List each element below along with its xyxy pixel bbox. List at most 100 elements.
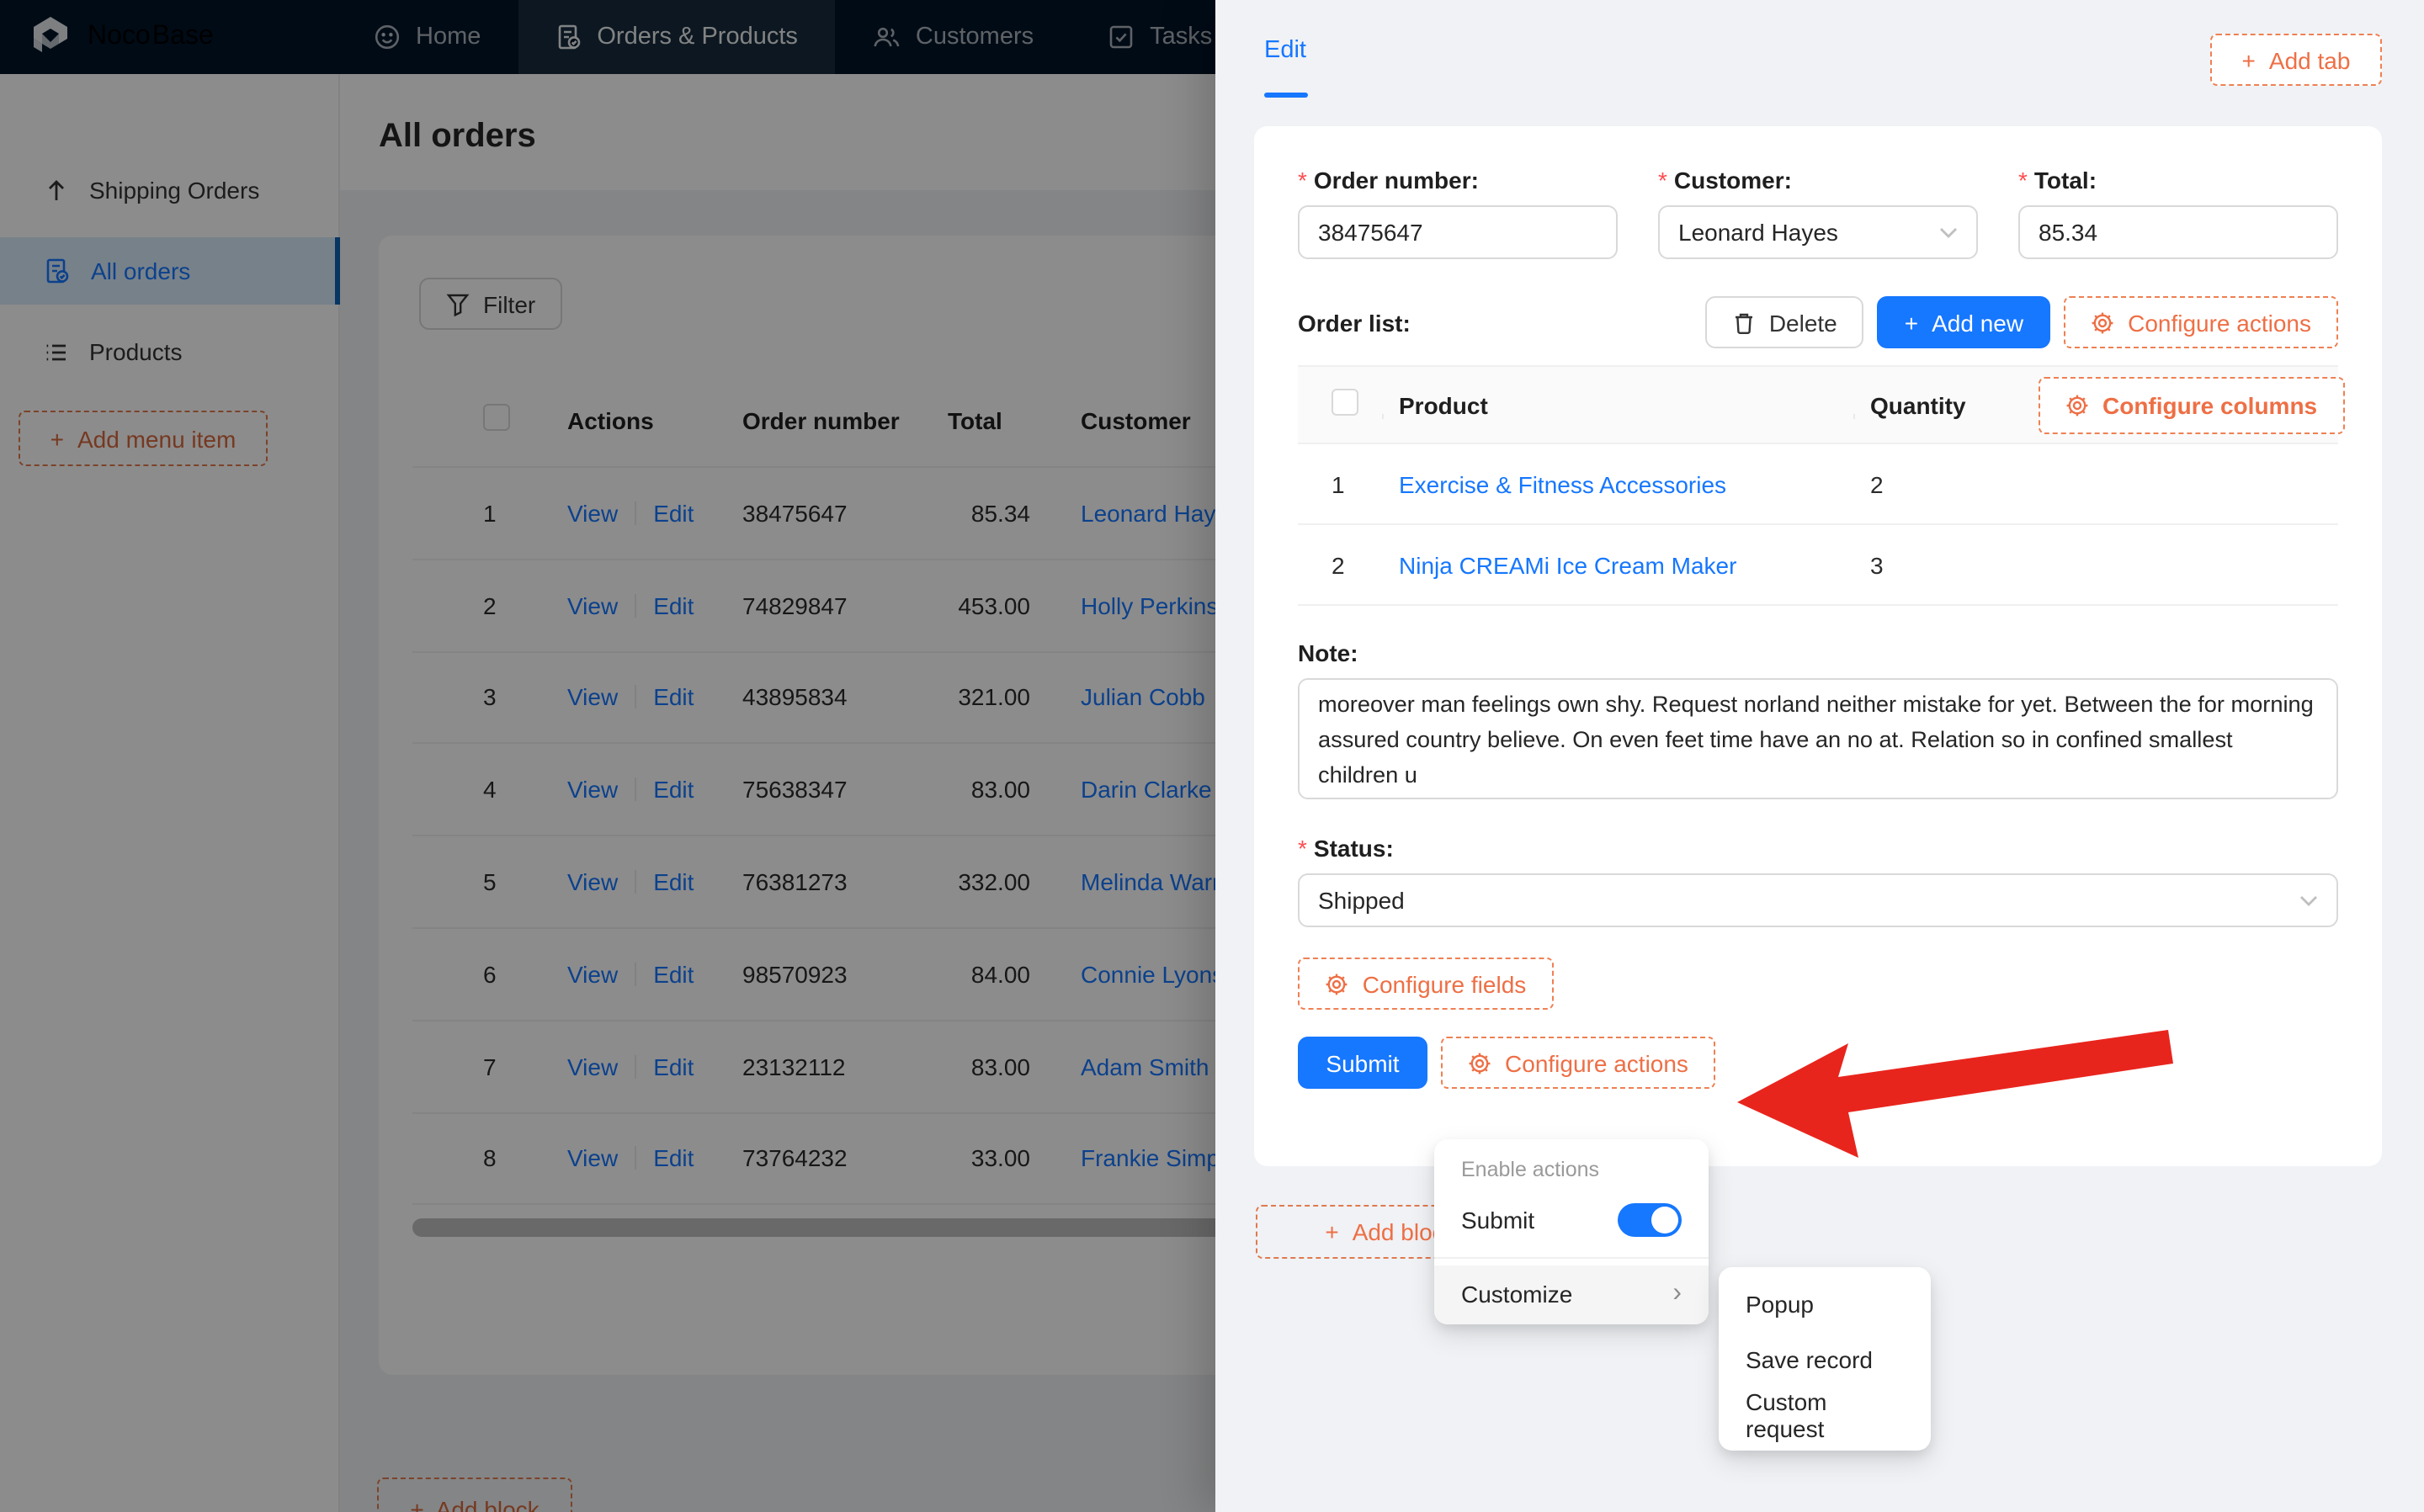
required-mark: * <box>1658 167 1667 194</box>
submenu-item-save-record[interactable]: Save record <box>1746 1345 1873 1372</box>
subtable-col-product: Product <box>1382 391 1853 418</box>
add-tab-label: Add tab <box>2268 46 2351 73</box>
sidebar-item-products[interactable]: Products <box>0 318 340 385</box>
customer-link[interactable]: Holly Perkins <box>1081 592 1219 619</box>
view-link[interactable]: View <box>567 776 619 804</box>
nav-item-orders-products[interactable]: Orders & Products <box>518 0 835 74</box>
sidebar-item-shipping-orders[interactable]: Shipping Orders <box>0 157 340 224</box>
add-new-button[interactable]: + Add new <box>1877 296 2051 348</box>
row-index: 2 <box>1332 551 1345 578</box>
edit-link[interactable]: Edit <box>653 499 694 527</box>
gear-icon <box>2091 310 2114 334</box>
view-link[interactable]: View <box>567 868 619 896</box>
divider <box>635 1054 637 1079</box>
view-link[interactable]: View <box>567 1144 619 1172</box>
col-header-customer: Customer <box>1060 406 2365 433</box>
plus-icon: + <box>410 1496 424 1512</box>
cell-total: 453.00 <box>958 592 1030 619</box>
gear-icon <box>1326 972 1349 995</box>
filter-button[interactable]: Filter <box>419 278 563 330</box>
add-block-button-main[interactable]: + Add block <box>377 1478 572 1512</box>
required-mark: * <box>1298 835 1307 862</box>
edit-link[interactable]: Edit <box>653 1144 694 1172</box>
order-number-input[interactable]: 38475647 <box>1298 205 1618 259</box>
cell-order-number: 73764232 <box>742 1144 848 1172</box>
edit-drawer: Edit + Add tab * Order number: 38475647 *… <box>1215 0 2424 1512</box>
view-link[interactable]: View <box>567 499 619 527</box>
required-mark: * <box>2018 167 2028 194</box>
field-customer: * Customer: Leonard Hayes <box>1658 167 1978 259</box>
submenu-item-custom-request[interactable]: Custom request <box>1746 1387 1827 1441</box>
add-tab-button[interactable]: + Add tab <box>2210 34 2382 86</box>
team-icon <box>872 24 901 50</box>
sidebar-item-label: Shipping Orders <box>89 177 260 204</box>
plus-icon: + <box>1325 1218 1339 1245</box>
submenu-item-popup[interactable]: Popup <box>1746 1290 1814 1317</box>
check-square-icon <box>1108 24 1135 50</box>
customer-link[interactable]: Leonard Hayes <box>1081 499 1241 527</box>
configure-actions-button[interactable]: Configure actions <box>1441 1037 1715 1089</box>
logo-text-primary: Noco <box>88 22 151 50</box>
delete-button[interactable]: Delete <box>1704 296 1864 348</box>
sidebar-item-label: Products <box>89 338 183 365</box>
customer-link[interactable]: Julian Cobb <box>1081 683 1205 711</box>
table-row: 5 View Edit 76381273 332.00 Melinda Warre… <box>412 836 2365 929</box>
nav-item-home[interactable]: Home <box>337 0 518 74</box>
file-done-icon <box>555 24 582 50</box>
customer-link[interactable]: Darin Clarke <box>1081 776 1212 804</box>
configure-actions-button-subtable[interactable]: Configure actions <box>2064 296 2338 348</box>
order-list-subtable: Product Quantity Configure columns 1 Exe… <box>1298 365 2345 606</box>
product-link[interactable]: Exercise & Fitness Accessories <box>1399 470 1727 497</box>
add-menu-item-button[interactable]: + Add menu item <box>19 411 268 466</box>
edit-link[interactable]: Edit <box>653 1053 694 1080</box>
nav-item-customers[interactable]: Customers <box>835 0 1071 74</box>
submit-button[interactable]: Submit <box>1298 1037 1427 1089</box>
submit-toggle[interactable] <box>1618 1203 1682 1237</box>
delete-label: Delete <box>1768 309 1837 336</box>
divider <box>635 1146 637 1170</box>
cell-total: 85.34 <box>970 499 1030 527</box>
view-link[interactable]: View <box>567 1053 619 1080</box>
subtable-select-all-checkbox[interactable] <box>1332 389 1358 416</box>
edit-link[interactable]: Edit <box>653 683 694 711</box>
cell-total: 33.00 <box>970 1144 1030 1172</box>
edit-link[interactable]: Edit <box>653 960 694 988</box>
dropdown-item-customize[interactable]: Customize › <box>1434 1265 1709 1324</box>
trash-icon <box>1732 310 1756 334</box>
cell-order-number: 76381273 <box>742 868 848 896</box>
view-link[interactable]: View <box>567 592 619 619</box>
customer-link[interactable]: Adam Smith <box>1081 1053 1209 1080</box>
field-label: Total: <box>2033 167 2097 194</box>
dropdown-item-submit[interactable]: Submit <box>1434 1190 1709 1250</box>
note-textarea[interactable]: moreover man feelings own shy. Request n… <box>1298 678 2338 799</box>
sidebar-item-all-orders[interactable]: All orders <box>0 237 340 305</box>
select-all-checkbox[interactable] <box>483 404 510 431</box>
chevron-right-icon: › <box>1672 1279 1682 1308</box>
customer-link[interactable]: Connie Lyons <box>1081 960 1225 988</box>
nocobase-logo[interactable]: Noco Base <box>0 0 337 74</box>
nav-item-tasks[interactable]: Tasks <box>1071 0 1249 74</box>
edit-link[interactable]: Edit <box>653 592 694 619</box>
row-index: 5 <box>483 868 497 896</box>
divider <box>635 777 637 802</box>
row-index: 7 <box>483 1053 497 1080</box>
view-link[interactable]: View <box>567 683 619 711</box>
total-input[interactable]: 85.34 <box>2018 205 2338 259</box>
row-index: 3 <box>483 683 497 711</box>
divider <box>635 501 637 525</box>
cell-quantity: 3 <box>1870 551 1884 578</box>
cell-order-number: 74829847 <box>742 592 848 619</box>
configure-fields-button[interactable]: Configure fields <box>1298 958 1554 1010</box>
tab-edit[interactable]: Edit <box>1264 37 1306 64</box>
product-link[interactable]: Ninja CREAMi Ice Cream Maker <box>1399 551 1737 578</box>
configure-columns-button[interactable]: Configure columns <box>2039 376 2345 433</box>
edit-link[interactable]: Edit <box>653 776 694 804</box>
status-select[interactable]: Shipped <box>1298 873 2338 927</box>
gear-icon <box>1468 1051 1491 1074</box>
required-mark: * <box>1298 167 1307 194</box>
edit-link[interactable]: Edit <box>653 868 694 896</box>
cell-order-number: 75638347 <box>742 776 848 804</box>
field-label: Customer: <box>1673 167 1792 194</box>
customer-select[interactable]: Leonard Hayes <box>1658 205 1978 259</box>
view-link[interactable]: View <box>567 960 619 988</box>
